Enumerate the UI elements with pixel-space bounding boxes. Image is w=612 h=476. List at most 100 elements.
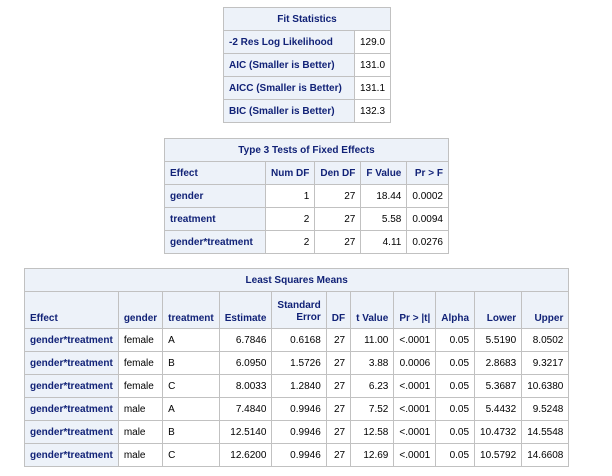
cell-estimate: 12.6200	[218, 443, 273, 467]
cell-estimate: 6.7846	[218, 328, 273, 352]
cell-treatment: C	[162, 374, 220, 398]
cell-t-value: 11.00	[350, 328, 395, 352]
cell-den-df: 27	[314, 207, 362, 231]
cell-value: 131.1	[353, 76, 392, 100]
row-label: gender	[164, 184, 266, 208]
cell-alpha: 0.05	[435, 443, 476, 467]
cell-stderr: 0.9946	[271, 397, 327, 421]
table-row: gender*treatment male C 12.6200 0.9946 27 12.6…	[24, 443, 570, 467]
cell-alpha: 0.05	[435, 374, 476, 398]
header-row: Effect gender treatment Estimate Standar…	[24, 291, 570, 329]
column-header: Estimate	[218, 291, 273, 329]
row-label: AICC (Smaller is Better)	[223, 76, 355, 100]
table-row: -2 Res Log Likelihood 129.0	[223, 30, 392, 54]
cell-alpha: 0.05	[435, 351, 476, 375]
column-header: Pr > |t|	[393, 291, 437, 329]
column-header: Den DF	[314, 161, 362, 185]
column-header: Num DF	[264, 161, 316, 185]
cell-stderr: 1.2840	[271, 374, 327, 398]
column-header: Alpha	[435, 291, 476, 329]
row-label: BIC (Smaller is Better)	[223, 99, 355, 123]
cell-upper: 9.5248	[521, 397, 570, 421]
table-row: treatment 2 27 5.58 0.0094	[164, 207, 449, 231]
cell-treatment: B	[162, 420, 220, 444]
cell-lower: 5.5190	[474, 328, 523, 352]
cell-gender: female	[117, 351, 164, 375]
table-row: gender*treatment male B 12.5140 0.9946 27 12.5…	[24, 420, 570, 444]
row-label: -2 Res Log Likelihood	[223, 30, 355, 54]
cell-gender: female	[117, 328, 164, 352]
cell-upper: 14.5548	[521, 420, 570, 444]
cell-lower: 2.8683	[474, 351, 523, 375]
cell-estimate: 6.0950	[218, 351, 273, 375]
cell-t-value: 7.52	[350, 397, 395, 421]
cell-pr: <.0001	[393, 397, 437, 421]
cell-t-value: 12.69	[350, 443, 395, 467]
column-header: t Value	[350, 291, 395, 329]
column-header-stderr: Standard Error	[271, 291, 327, 329]
row-label: gender*treatment	[24, 328, 119, 352]
cell-estimate: 7.4840	[218, 397, 273, 421]
row-label: gender*treatment	[24, 443, 119, 467]
table-row: gender*treatment 2 27 4.11 0.0276	[164, 230, 449, 254]
cell-alpha: 0.05	[435, 328, 476, 352]
cell-upper: 14.6608	[521, 443, 570, 467]
cell-treatment: A	[162, 328, 220, 352]
lsm-body: gender*treatment female A 6.7846 0.6168 27 11.…	[24, 328, 570, 467]
cell-gender: male	[117, 420, 164, 444]
cell-estimate: 12.5140	[218, 420, 273, 444]
type3-tests-table: Type 3 Tests of Fixed Effects Effect Num…	[164, 138, 449, 254]
row-label: gender*treatment	[164, 230, 266, 254]
cell-stderr: 0.6168	[271, 328, 327, 352]
cell-treatment: C	[162, 443, 220, 467]
cell-upper: 10.6380	[521, 374, 570, 398]
header-line: Standard	[277, 300, 321, 311]
cell-num-df: 2	[264, 230, 316, 254]
row-label: AIC (Smaller is Better)	[223, 53, 355, 77]
table-row: gender 1 27 18.44 0.0002	[164, 184, 449, 208]
cell-lower: 5.4432	[474, 397, 523, 421]
cell-df: 27	[325, 397, 352, 421]
cell-lower: 10.4732	[474, 420, 523, 444]
cell-pr: <.0001	[393, 420, 437, 444]
cell-value: 132.3	[353, 99, 392, 123]
least-squares-means-table: Least Squares Means Effect gender treatm…	[23, 268, 570, 467]
row-label: gender*treatment	[24, 397, 119, 421]
cell-alpha: 0.05	[435, 397, 476, 421]
cell-gender: male	[117, 397, 164, 421]
cell-f-value: 4.11	[360, 230, 408, 254]
table-row: AIC (Smaller is Better) 131.0	[223, 53, 392, 77]
table-row: AICC (Smaller is Better) 131.1	[223, 76, 392, 100]
cell-alpha: 0.05	[435, 420, 476, 444]
cell-num-df: 2	[264, 207, 316, 231]
cell-den-df: 27	[314, 230, 362, 254]
column-header: Lower	[474, 291, 523, 329]
cell-pr: 0.0006	[393, 351, 437, 375]
column-header: DF	[325, 291, 352, 329]
cell-pr: <.0001	[393, 374, 437, 398]
cell-pr: 0.0002	[406, 184, 449, 208]
cell-df: 27	[325, 420, 352, 444]
row-label: treatment	[164, 207, 266, 231]
cell-pr: <.0001	[393, 443, 437, 467]
table-row: gender*treatment female C 8.0033 1.2840 27 6.2…	[24, 374, 570, 398]
cell-treatment: B	[162, 351, 220, 375]
cell-pr: 0.0276	[406, 230, 449, 254]
cell-pr: <.0001	[393, 328, 437, 352]
cell-t-value: 6.23	[350, 374, 395, 398]
cell-num-df: 1	[264, 184, 316, 208]
column-header: Effect	[24, 291, 119, 329]
column-header: treatment	[162, 291, 220, 329]
row-label: gender*treatment	[24, 420, 119, 444]
cell-stderr: 1.5726	[271, 351, 327, 375]
table-title: Least Squares Means	[23, 268, 570, 292]
cell-df: 27	[325, 374, 352, 398]
cell-value: 131.0	[353, 53, 392, 77]
cell-f-value: 5.58	[360, 207, 408, 231]
table-row: gender*treatment male A 7.4840 0.9946 27 7.52 <…	[24, 397, 570, 421]
column-header: Upper	[521, 291, 570, 329]
table-row: gender*treatment female A 6.7846 0.6168 27 11.…	[24, 328, 570, 352]
cell-df: 27	[325, 443, 352, 467]
cell-upper: 8.0502	[521, 328, 570, 352]
header-line: Error	[296, 312, 321, 323]
